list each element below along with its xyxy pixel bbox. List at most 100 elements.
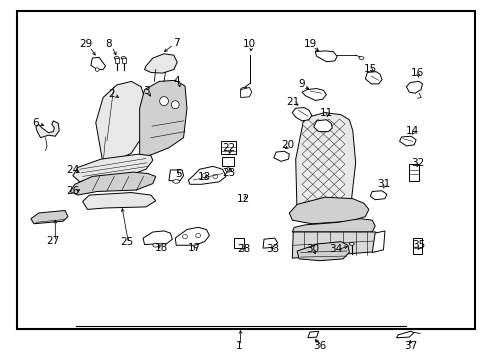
Ellipse shape	[358, 57, 363, 59]
Polygon shape	[91, 57, 105, 69]
Polygon shape	[371, 231, 384, 252]
Polygon shape	[333, 169, 344, 179]
Polygon shape	[323, 179, 333, 189]
Polygon shape	[312, 179, 323, 189]
Ellipse shape	[171, 101, 179, 109]
Ellipse shape	[159, 96, 168, 105]
Polygon shape	[312, 139, 323, 149]
Text: 15: 15	[363, 64, 376, 74]
Bar	[122, 58, 125, 63]
Text: 37: 37	[403, 341, 416, 351]
Polygon shape	[302, 129, 312, 139]
Polygon shape	[323, 159, 333, 169]
Text: 21: 21	[286, 97, 299, 107]
Polygon shape	[312, 169, 323, 179]
Text: 19: 19	[303, 40, 316, 49]
Polygon shape	[312, 119, 323, 129]
Polygon shape	[302, 159, 312, 169]
Polygon shape	[302, 189, 312, 199]
Polygon shape	[73, 154, 153, 182]
Polygon shape	[96, 81, 144, 164]
Text: 31: 31	[376, 179, 389, 189]
Polygon shape	[297, 242, 348, 261]
Polygon shape	[292, 232, 375, 258]
Polygon shape	[82, 193, 156, 210]
Text: 8: 8	[105, 40, 112, 49]
Ellipse shape	[182, 234, 187, 239]
Ellipse shape	[95, 68, 99, 71]
Text: 32: 32	[410, 158, 424, 168]
Polygon shape	[323, 139, 333, 149]
Text: 17: 17	[188, 243, 201, 253]
Polygon shape	[333, 149, 344, 159]
Polygon shape	[323, 189, 333, 199]
Text: 3: 3	[142, 86, 149, 96]
Text: 4: 4	[174, 76, 180, 86]
Polygon shape	[369, 191, 386, 200]
Text: 26: 26	[66, 186, 80, 197]
Polygon shape	[315, 51, 336, 62]
Polygon shape	[302, 169, 312, 179]
Polygon shape	[143, 231, 172, 244]
Ellipse shape	[153, 243, 158, 247]
Ellipse shape	[348, 242, 353, 245]
Polygon shape	[36, 121, 59, 138]
Text: 16: 16	[410, 68, 424, 78]
Polygon shape	[302, 199, 312, 210]
Polygon shape	[333, 199, 344, 210]
Text: 30: 30	[305, 244, 319, 254]
Polygon shape	[188, 166, 225, 184]
Polygon shape	[312, 189, 323, 199]
Ellipse shape	[195, 233, 200, 238]
Text: 28: 28	[236, 244, 250, 254]
Polygon shape	[273, 151, 289, 161]
Polygon shape	[31, 211, 68, 224]
Text: 20: 20	[280, 140, 293, 150]
Polygon shape	[365, 72, 381, 84]
Polygon shape	[302, 149, 312, 159]
Text: 33: 33	[265, 244, 279, 254]
Text: 13: 13	[198, 172, 211, 182]
Text: 14: 14	[405, 126, 419, 135]
Polygon shape	[168, 170, 183, 181]
Polygon shape	[323, 169, 333, 179]
Polygon shape	[312, 129, 323, 139]
Polygon shape	[292, 219, 374, 232]
Polygon shape	[240, 87, 251, 98]
Polygon shape	[323, 129, 333, 139]
Bar	[17, 12, 474, 329]
Text: 18: 18	[155, 243, 168, 253]
Bar	[115, 58, 119, 63]
Polygon shape	[333, 129, 344, 139]
Text: 23: 23	[222, 168, 235, 178]
Polygon shape	[302, 139, 312, 149]
Polygon shape	[312, 159, 323, 169]
Polygon shape	[312, 149, 323, 159]
Text: 24: 24	[66, 165, 80, 175]
Polygon shape	[333, 119, 344, 129]
Text: 36: 36	[313, 341, 326, 351]
Polygon shape	[302, 89, 326, 100]
Polygon shape	[396, 331, 413, 338]
Polygon shape	[307, 331, 318, 338]
Text: 10: 10	[243, 40, 255, 49]
Polygon shape	[292, 108, 311, 121]
Polygon shape	[302, 179, 312, 189]
Text: 9: 9	[298, 79, 305, 89]
Polygon shape	[289, 197, 368, 224]
Ellipse shape	[202, 174, 206, 178]
Polygon shape	[399, 136, 415, 146]
Polygon shape	[323, 119, 333, 129]
Bar	[412, 238, 421, 253]
Ellipse shape	[114, 57, 119, 59]
Text: 1: 1	[236, 341, 243, 351]
Polygon shape	[263, 238, 277, 248]
Text: 27: 27	[47, 236, 60, 246]
Ellipse shape	[212, 174, 217, 179]
Polygon shape	[333, 179, 344, 189]
Polygon shape	[333, 159, 344, 169]
Bar	[222, 157, 234, 166]
Polygon shape	[323, 199, 333, 210]
Text: 34: 34	[329, 244, 342, 254]
Text: 11: 11	[319, 108, 332, 118]
